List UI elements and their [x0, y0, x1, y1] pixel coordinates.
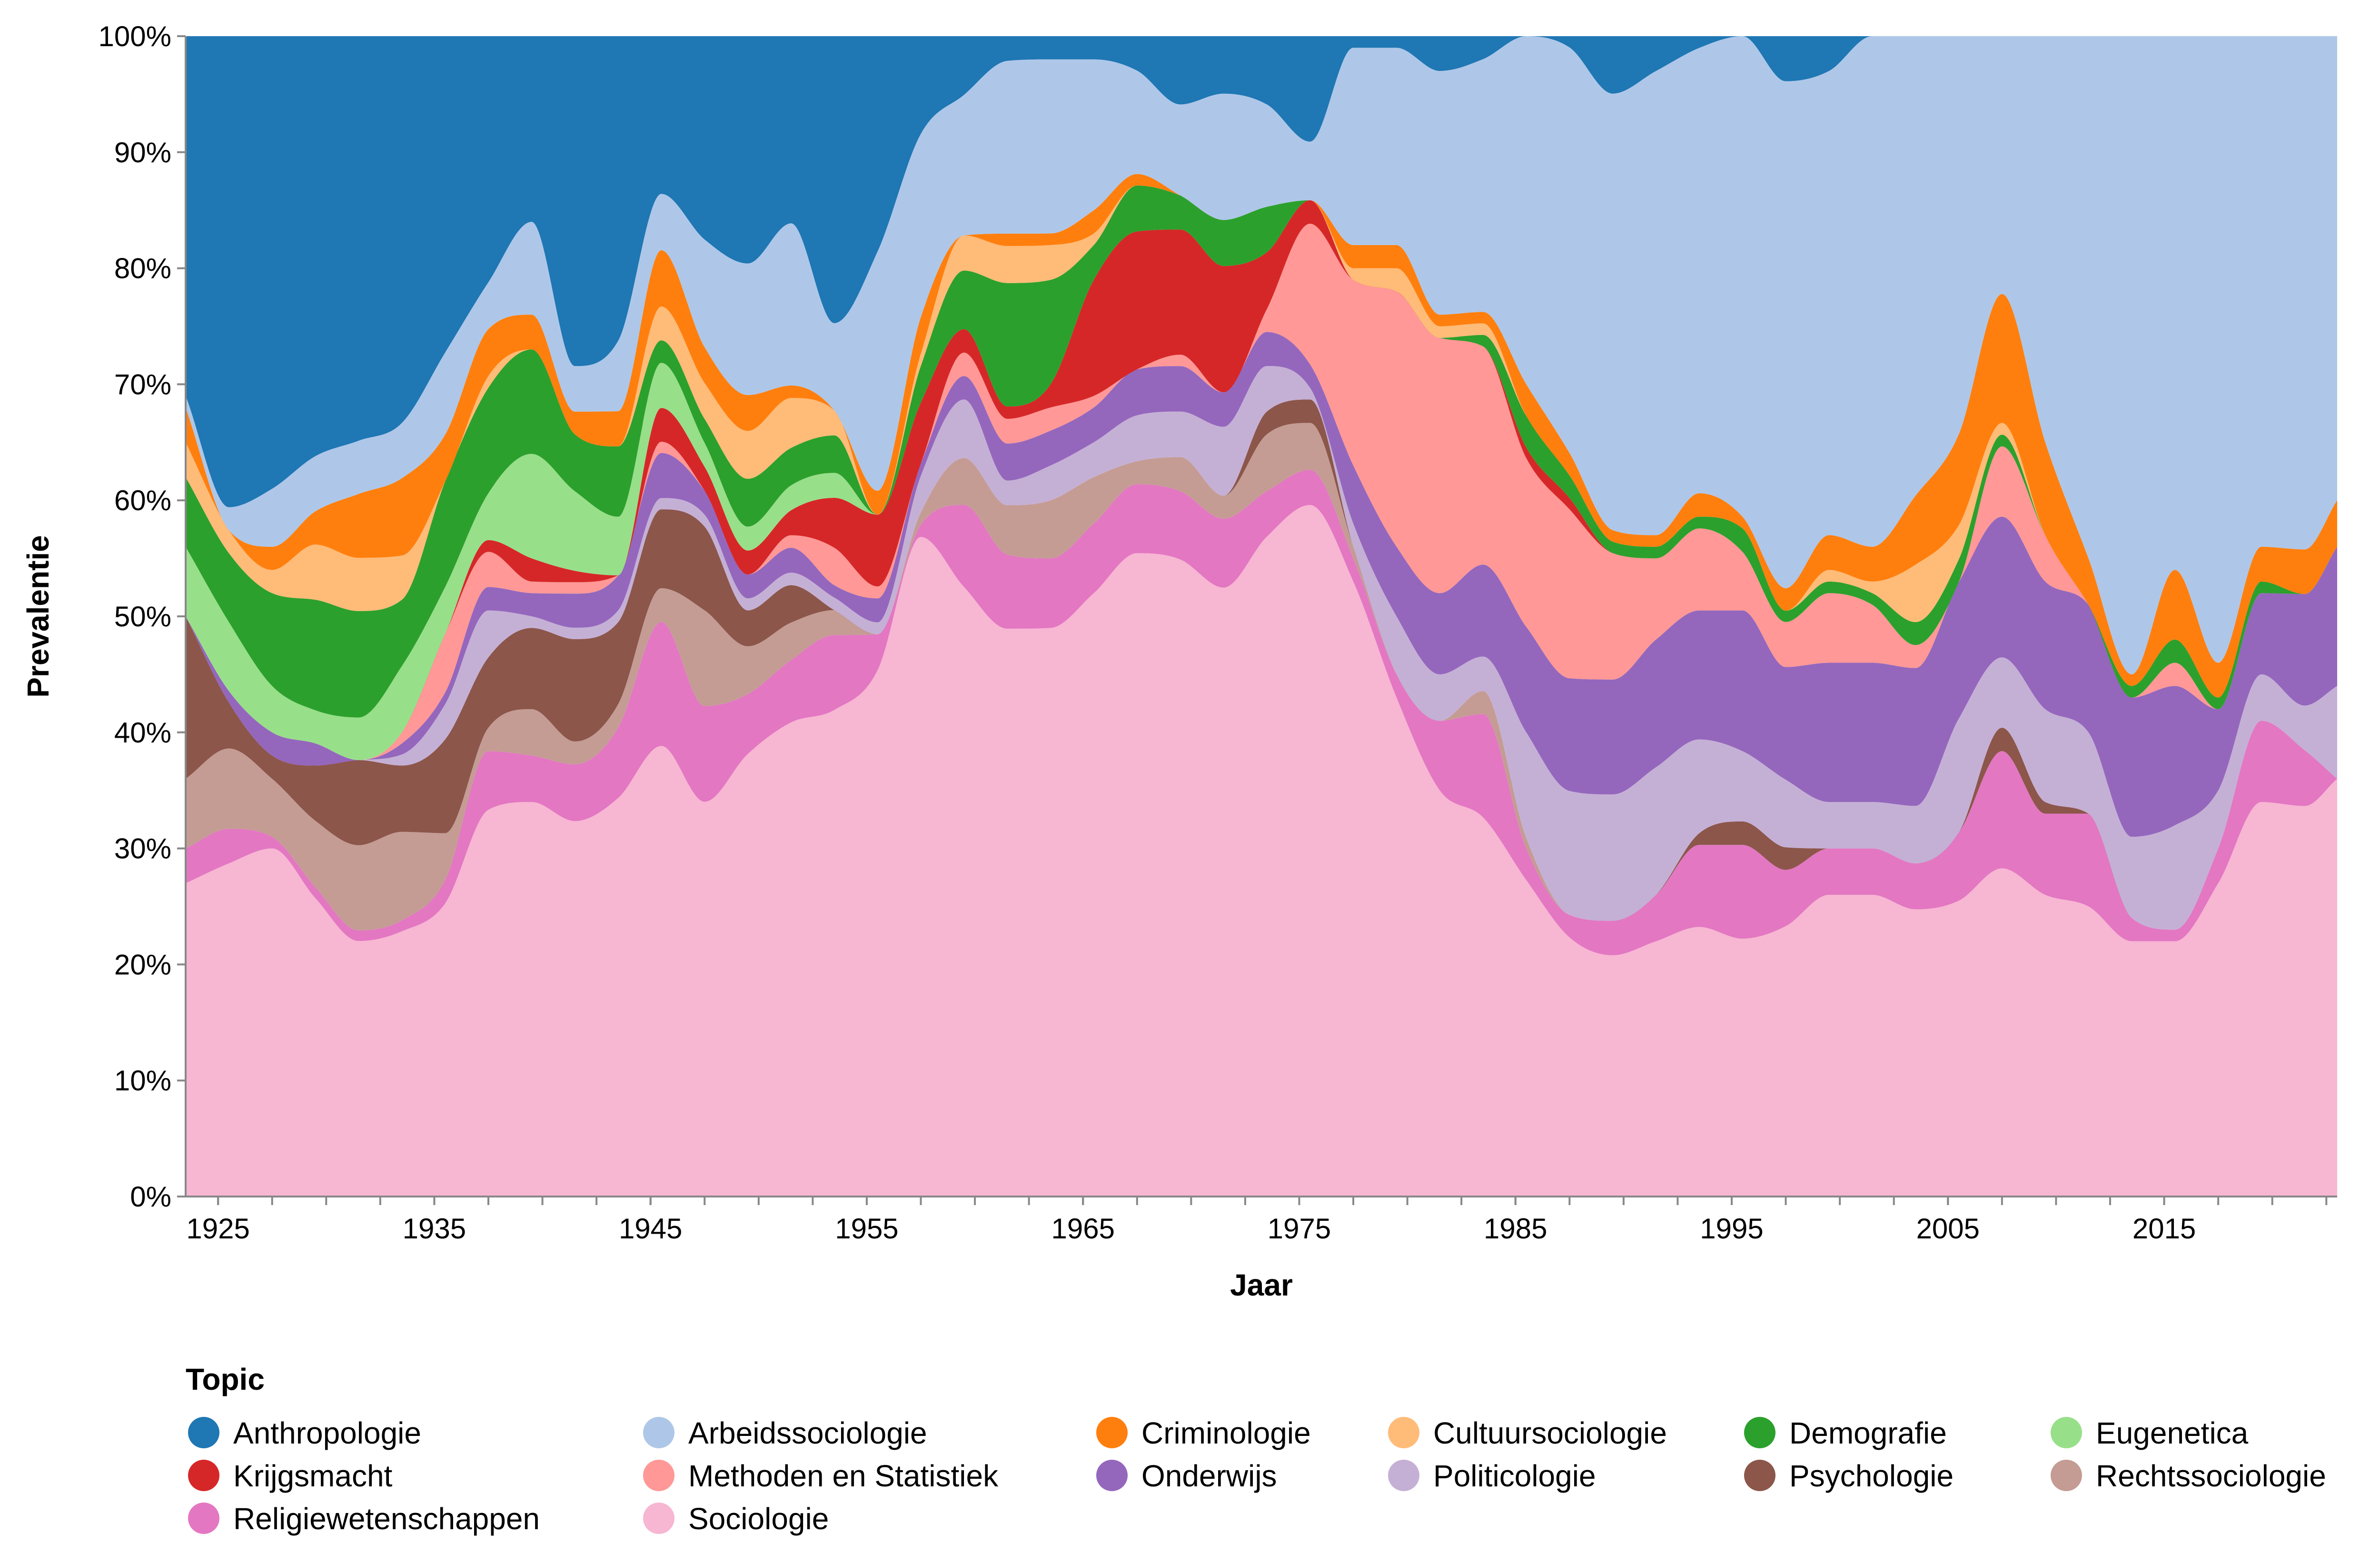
area-politicologie [186, 366, 2337, 930]
area-arbeidssociologie [186, 36, 2337, 674]
legend-label-anthropologie: Anthropologie [233, 1416, 421, 1450]
area-religiewetenschappen [186, 470, 2337, 956]
legend-label-krijgsmacht: Krijgsmacht [233, 1459, 393, 1493]
legend-label-methoden-en-statistiek: Methoden en Statistiek [688, 1459, 999, 1493]
legend-label-onderwijs: Onderwijs [1141, 1459, 1277, 1493]
legend-swatch-rechtssociologie [2051, 1460, 2082, 1491]
legend-swatch-religiewetenschappen [188, 1503, 219, 1534]
area-onderwijs [186, 332, 2337, 837]
area-eugenetica [186, 200, 2337, 760]
y-tick-label: 0% [130, 1181, 171, 1213]
area-krijgsmacht [186, 200, 2337, 760]
area-layers [186, 36, 2337, 1197]
y-tick-label: 100% [99, 20, 171, 52]
legend-swatch-psychologie [1744, 1460, 1775, 1491]
legend-label-arbeidssociologie: Arbeidssociologie [688, 1416, 927, 1450]
legend-swatch-krijgsmacht [188, 1460, 219, 1491]
legend-swatch-eugenetica [2051, 1417, 2082, 1448]
x-tick-label: 1995 [1700, 1213, 1763, 1245]
legend-label-rechtssociologie: Rechtssociologie [2096, 1459, 2326, 1493]
legend-swatch-cultuursociologie [1388, 1417, 1419, 1448]
x-tick-label: 2005 [1916, 1213, 1980, 1245]
y-tick-label: 30% [114, 833, 171, 865]
legend-swatch-demografie [1744, 1417, 1775, 1448]
legend-label-demografie: Demografie [1789, 1416, 1947, 1450]
legend-label-religiewetenschappen: Religiewetenschappen [233, 1502, 540, 1536]
legend-swatch-criminologie [1096, 1417, 1128, 1448]
legend: Topic Anthropologie Arbeidssociologie Crim… [186, 1362, 2326, 1536]
area-criminologie [186, 174, 2337, 698]
y-tick-label: 80% [114, 253, 171, 285]
axes: 1925 1935 1945 1955 1965 1975 1985 1995 2005 2015… [99, 20, 2337, 1245]
x-tick-label: 1945 [619, 1213, 682, 1245]
x-tick-label: 2015 [2132, 1213, 2196, 1245]
area-rechtssociologie [186, 423, 2337, 930]
area-methoden-en-statistiek [186, 224, 2337, 760]
x-tick-label: 1935 [403, 1213, 466, 1245]
y-tick-label: 70% [114, 368, 171, 400]
area-anthropologie [186, 36, 2337, 507]
y-tick-label: 60% [114, 485, 171, 516]
y-tick-label: 10% [114, 1065, 171, 1097]
legend-label-politicologie: Politicologie [1433, 1459, 1596, 1493]
legend-swatch-methoden-en-statistiek [643, 1460, 674, 1491]
area-sociologie [186, 505, 2337, 1197]
y-tick-label: 50% [114, 601, 171, 633]
legend-label-eugenetica: Eugenetica [2096, 1416, 2249, 1450]
legend-swatch-anthropologie [188, 1417, 219, 1448]
legend-label-cultuursociologie: Cultuursociologie [1433, 1416, 1667, 1450]
legend-swatch-arbeidssociologie [643, 1417, 674, 1448]
y-tick-label: 20% [114, 949, 171, 980]
legend-label-sociologie: Sociologie [688, 1502, 829, 1536]
y-axis-title: Prevalentie [21, 535, 55, 698]
y-tick-label: 40% [114, 717, 171, 749]
x-axis-title: Jaar [1230, 1268, 1293, 1302]
legend-swatch-politicologie [1388, 1460, 1419, 1491]
x-tick-label: 1955 [835, 1213, 898, 1245]
area-psychologie [186, 399, 2337, 930]
legend-label-criminologie: Criminologie [1141, 1416, 1311, 1450]
legend-label-psychologie: Psychologie [1789, 1459, 1954, 1493]
legend-items: Anthropologie Arbeidssociologie Criminolog… [188, 1416, 2326, 1536]
legend-swatch-sociologie [643, 1503, 674, 1534]
x-tick-label: 1925 [186, 1213, 249, 1245]
x-tick-label: 1965 [1051, 1213, 1114, 1245]
area-demografie [186, 185, 2337, 718]
legend-title: Topic [186, 1362, 265, 1396]
x-tick-label: 1975 [1268, 1213, 1331, 1245]
x-tick-label: 1985 [1484, 1213, 1547, 1245]
legend-swatch-onderwijs [1096, 1460, 1128, 1491]
y-tick-label: 90% [114, 137, 171, 168]
